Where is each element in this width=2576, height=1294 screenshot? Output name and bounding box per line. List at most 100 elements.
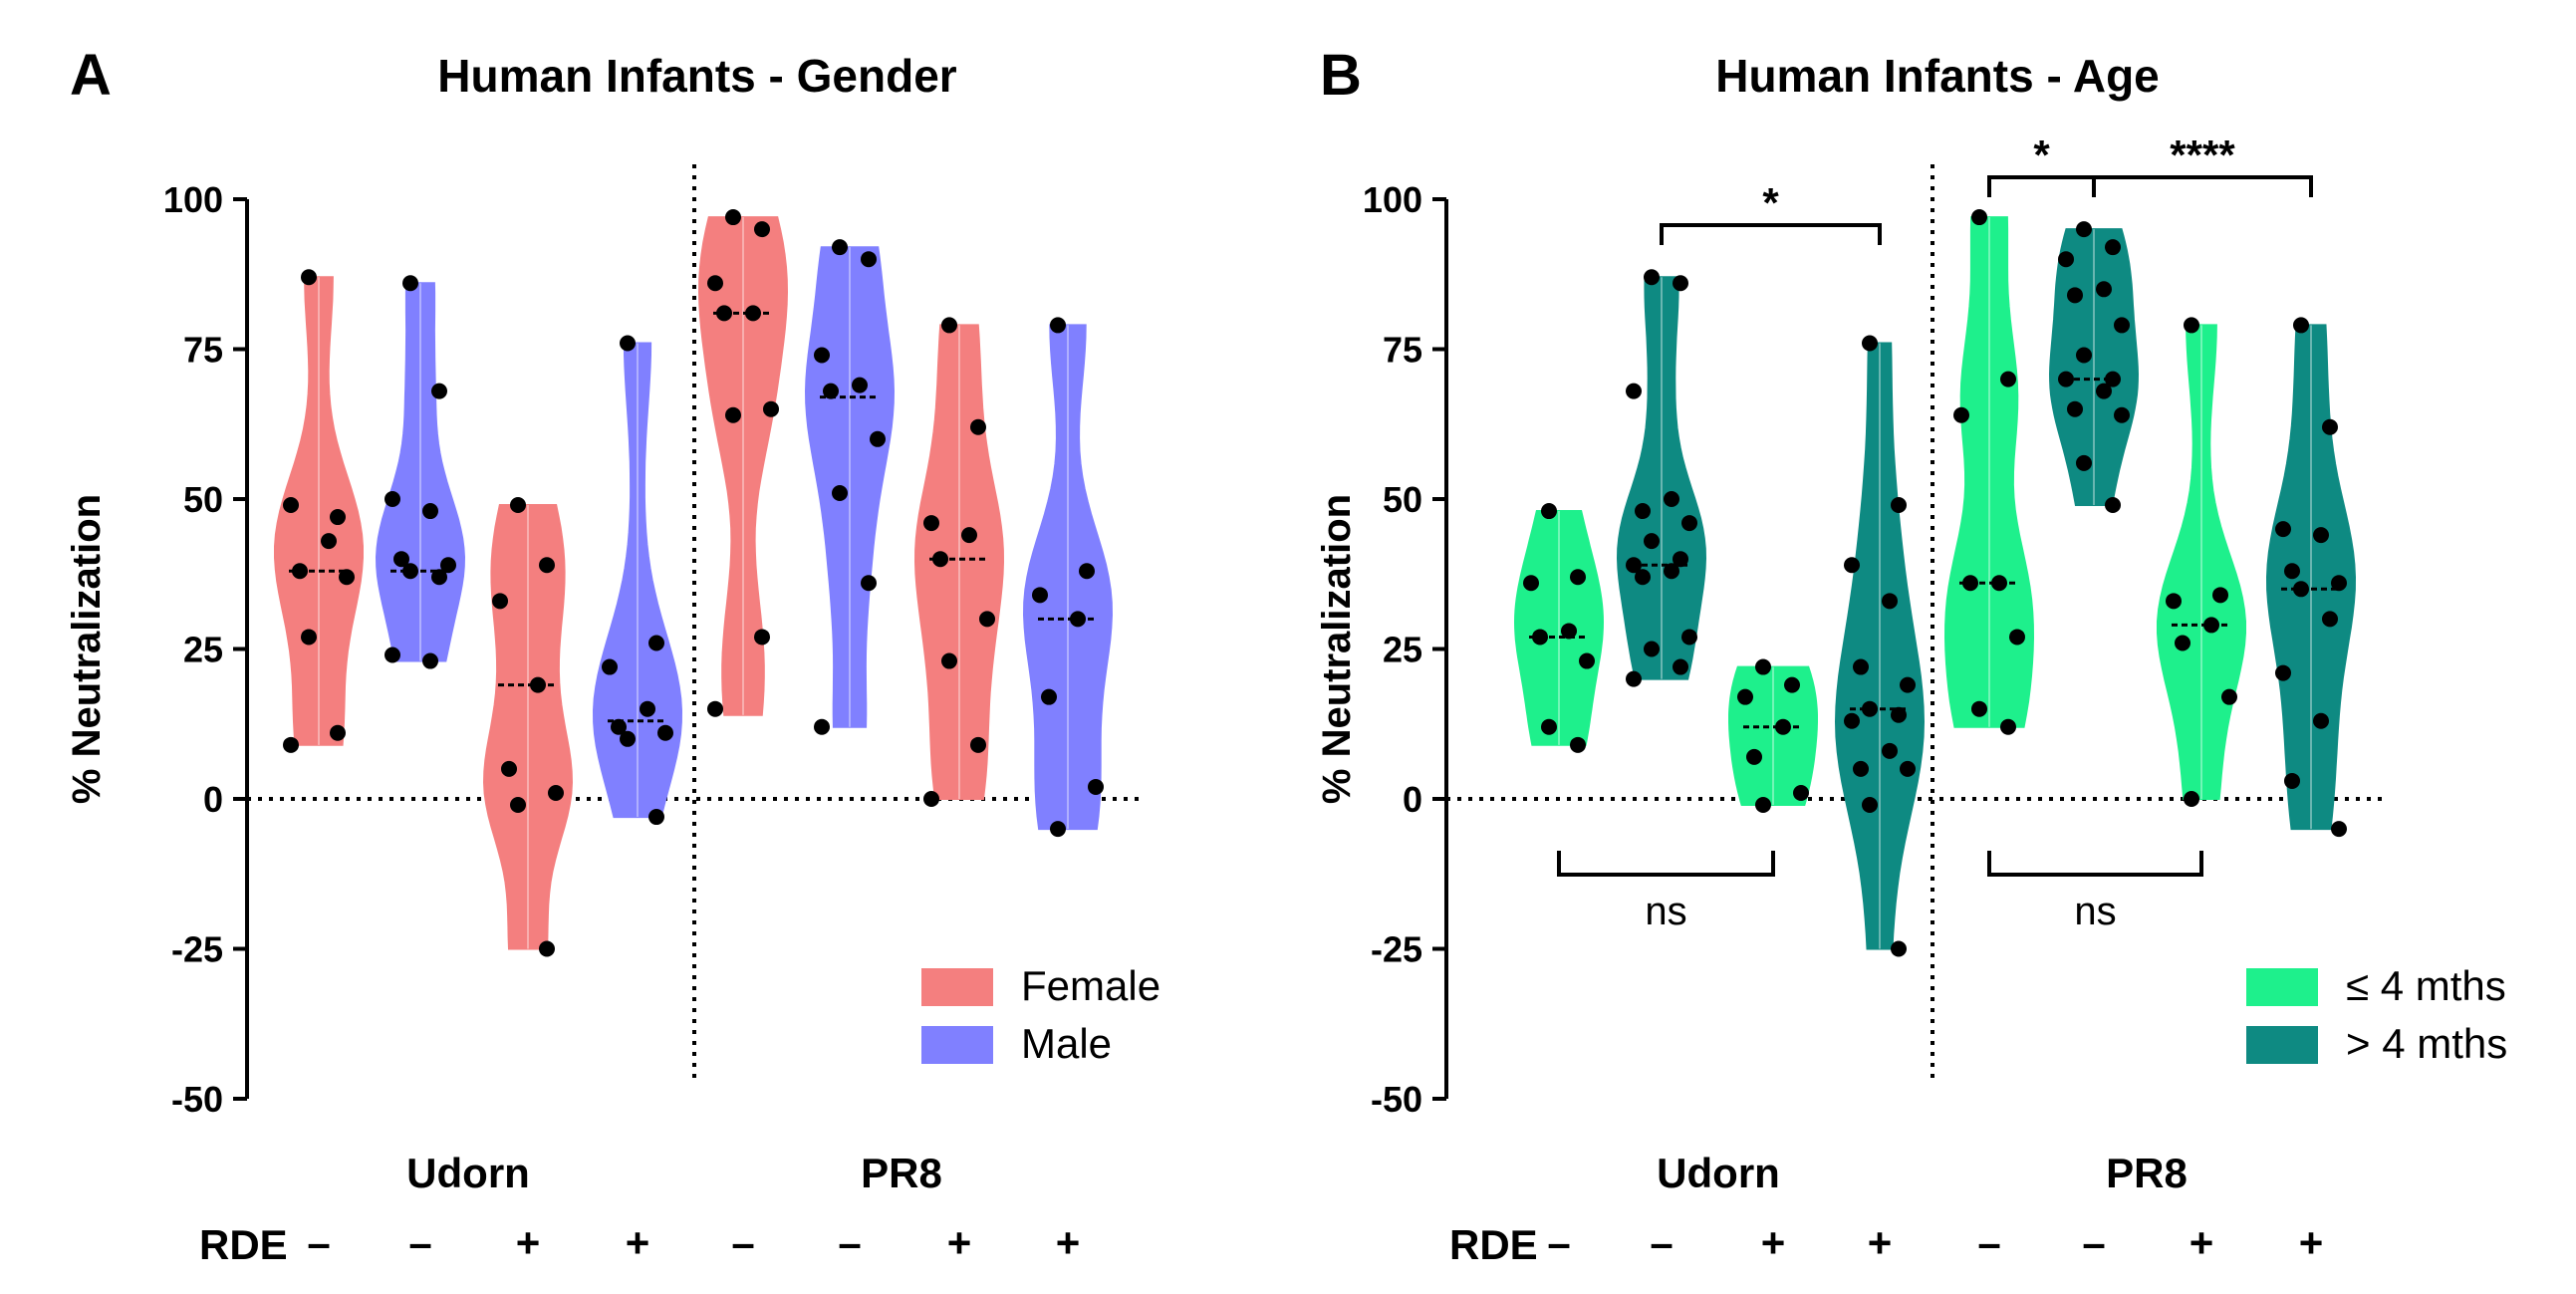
data-point <box>1644 533 1660 550</box>
data-point <box>861 251 877 268</box>
data-point <box>814 718 830 735</box>
data-point <box>2105 497 2121 514</box>
chart-title: Human Infants - Age <box>1715 50 2160 102</box>
data-point <box>1561 623 1577 640</box>
rde-sign: – <box>838 1219 861 1266</box>
data-point <box>330 509 346 526</box>
data-point <box>1681 515 1697 532</box>
data-point <box>941 652 957 669</box>
data-point <box>1681 629 1697 646</box>
data-point <box>763 400 779 417</box>
violin <box>482 497 574 957</box>
data-point <box>611 718 627 735</box>
data-point <box>2076 221 2092 238</box>
data-point <box>2212 587 2228 604</box>
data-point <box>1991 575 2007 592</box>
data-point <box>2076 347 2092 364</box>
data-point <box>440 557 456 574</box>
data-point <box>2203 617 2219 634</box>
data-point <box>1032 587 1048 604</box>
data-point <box>422 652 438 669</box>
legend-label: Female <box>1021 962 1160 1009</box>
data-point <box>292 563 308 580</box>
data-point <box>1882 742 1898 759</box>
data-point <box>2076 454 2092 471</box>
data-point <box>861 575 877 592</box>
data-point <box>1900 676 1916 693</box>
bracket-label: ns <box>2074 890 2116 933</box>
y-tick-label: 100 <box>1363 179 1422 220</box>
data-point <box>2313 712 2329 729</box>
violin <box>913 317 1005 807</box>
data-point <box>2105 239 2121 256</box>
group-label: PR8 <box>861 1150 942 1196</box>
data-point <box>1635 503 1651 520</box>
data-point <box>2096 383 2112 399</box>
group-label: Udorn <box>406 1150 530 1196</box>
data-point <box>716 305 732 322</box>
data-point <box>2058 371 2074 388</box>
y-tick-label: 100 <box>163 179 223 220</box>
rde-label: RDE <box>199 1221 288 1268</box>
data-point <box>620 335 636 352</box>
bracket-label: **** <box>2170 131 2235 178</box>
data-point <box>1844 557 1860 574</box>
data-point <box>832 239 848 256</box>
y-tick-label: 50 <box>1383 479 1422 520</box>
bracket-line <box>1987 851 2203 877</box>
data-point <box>2000 371 2016 388</box>
data-point <box>725 406 741 423</box>
data-point <box>1793 784 1809 801</box>
data-point <box>1737 688 1753 705</box>
data-point <box>1635 569 1651 586</box>
data-point <box>852 377 868 393</box>
data-point <box>648 635 664 651</box>
data-point <box>1041 688 1057 705</box>
data-point <box>1664 491 1679 507</box>
violin <box>592 335 683 826</box>
data-point <box>1673 275 1688 292</box>
group-label: PR8 <box>2106 1150 2188 1196</box>
data-point <box>1050 821 1066 838</box>
data-point <box>1971 700 1987 717</box>
data-point <box>1971 209 1987 226</box>
data-point <box>2293 317 2309 334</box>
data-point <box>1862 700 1878 717</box>
data-point <box>283 736 299 753</box>
y-tick-label: 0 <box>1403 779 1422 820</box>
y-tick-label: 50 <box>183 479 223 520</box>
rde-sign: + <box>947 1219 972 1266</box>
rde-sign: – <box>408 1219 431 1266</box>
data-point <box>301 269 317 286</box>
data-point <box>2184 791 2199 807</box>
data-point <box>1541 503 1557 520</box>
bracket-label: * <box>1762 179 1779 226</box>
violin <box>1728 658 1818 814</box>
data-point <box>832 484 848 501</box>
rde-sign: + <box>1868 1219 1893 1266</box>
data-point <box>1900 760 1916 777</box>
violin <box>1616 269 1707 687</box>
data-point <box>2322 611 2338 628</box>
data-point <box>970 418 986 435</box>
group-label: Udorn <box>1657 1150 1780 1196</box>
data-point <box>979 611 995 628</box>
data-point <box>2000 718 2016 735</box>
data-point <box>1673 551 1688 568</box>
data-point <box>2313 527 2329 544</box>
data-point <box>725 209 741 226</box>
data-point <box>1579 652 1595 669</box>
data-point <box>1746 748 1762 765</box>
data-point <box>431 569 447 586</box>
rde-sign: + <box>1056 1219 1081 1266</box>
data-point <box>1784 676 1800 693</box>
violin <box>1022 317 1114 838</box>
significance-bracket: **** <box>2092 131 2313 197</box>
y-tick-label: 25 <box>183 630 223 670</box>
data-point <box>1626 383 1642 399</box>
y-tick-label: -25 <box>1371 929 1422 970</box>
rde-sign: – <box>2082 1219 2105 1266</box>
legend-swatch <box>2246 968 2318 1006</box>
data-point <box>1953 406 1969 423</box>
